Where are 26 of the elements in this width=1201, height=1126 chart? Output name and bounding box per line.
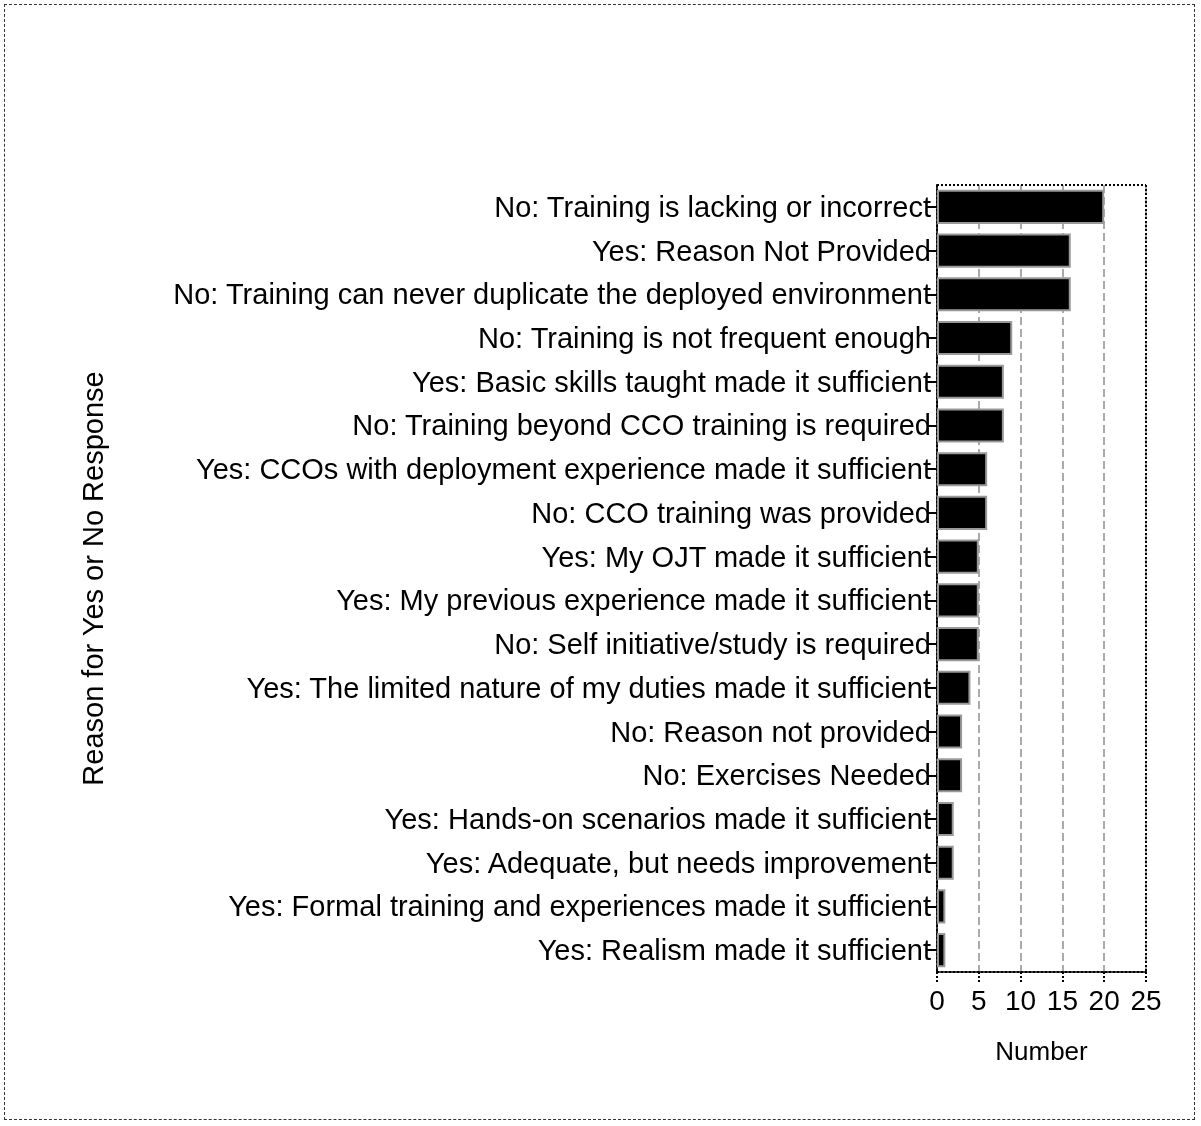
- y-tick-label: Yes: My previous experience made it sufficient: [336, 584, 931, 617]
- x-axis-title: Number: [995, 1036, 1089, 1066]
- x-tick-label: 25: [1130, 984, 1162, 1016]
- y-tick-label: Yes: My OJT made it sufficient: [541, 540, 931, 573]
- x-tick-label: 0: [929, 984, 945, 1016]
- y-tick-label: Yes: Realism made it sufficient: [537, 934, 931, 967]
- y-tick-label: No: Self initiative/study is required: [494, 628, 931, 661]
- y-tick-label: Yes: Formal training and experiences made it sufficient: [228, 890, 931, 923]
- y-tick-label: No: Exercises Needed: [642, 759, 931, 792]
- x-tick-label: 5: [971, 984, 987, 1016]
- y-tick-label: No: CCO training was provided: [531, 496, 931, 529]
- y-tick-label: No: Training can never duplicate the deployed environment: [173, 278, 931, 311]
- y-tick-label: Yes: Basic skills taught made it sufficient: [411, 365, 931, 398]
- x-tick-label: 20: [1088, 984, 1120, 1016]
- y-tick-label: Yes: CCOs with deployment experience made it sufficient: [195, 453, 931, 486]
- x-tick-label: 10: [1005, 984, 1037, 1016]
- y-tick-label: No: Training is lacking or incorrect: [494, 190, 931, 223]
- x-tick-label: 15: [1046, 984, 1078, 1016]
- y-tick-label: No: Training is not frequent enough: [477, 322, 931, 355]
- y-tick-label: Yes: The limited nature of my duties made it sufficient: [246, 671, 931, 704]
- y-tick-label: No: Training beyond CCO training is required: [352, 409, 931, 442]
- y-axis-title: Reason for Yes or No Response: [76, 371, 109, 786]
- y-tick-label: Yes: Hands-on scenarios made it sufficient: [384, 802, 931, 835]
- y-tick-label: Yes: Adequate, but needs improvement: [425, 846, 931, 879]
- y-tick-label: No: Reason not provided: [610, 715, 931, 748]
- y-tick-label: Yes: Reason Not Provided: [591, 234, 931, 267]
